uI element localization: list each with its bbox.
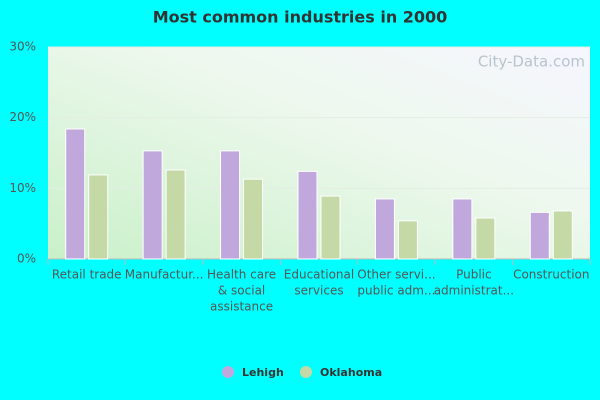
x-tick-label: public adm...	[357, 284, 435, 298]
legend-marker	[300, 366, 312, 378]
bar	[243, 178, 264, 260]
bar	[65, 128, 86, 260]
x-tick-label: administrat...	[434, 284, 514, 298]
y-tick-label: 0%	[17, 252, 36, 266]
bar	[452, 198, 473, 260]
x-tick-label: Retail trade	[52, 268, 122, 282]
x-tick-label: Health care	[207, 268, 276, 282]
bar	[297, 170, 318, 260]
x-tick-label: & social	[218, 284, 265, 298]
x-tick-label: Educational	[284, 268, 354, 282]
bar	[320, 195, 341, 260]
x-tick-label: Public	[456, 268, 492, 282]
bar	[165, 169, 186, 260]
y-tick-label: 10%	[9, 181, 36, 195]
legend-label: Lehigh	[242, 366, 284, 379]
x-tick-label: Construction	[513, 268, 589, 282]
bar	[220, 150, 241, 260]
bar	[88, 174, 109, 260]
y-tick-label: 30%	[9, 40, 36, 54]
bar	[397, 220, 418, 260]
bar	[552, 210, 573, 260]
chart-title: Most common industries in 2000	[153, 8, 448, 27]
bar	[529, 211, 550, 260]
bar	[374, 198, 395, 260]
bar	[475, 217, 496, 260]
legend-marker	[222, 366, 234, 378]
x-tick-label: assistance	[210, 300, 273, 314]
x-tick-label: Manufactur...	[125, 268, 204, 282]
watermark: City-Data.com	[478, 53, 585, 71]
legend-label: Oklahoma	[320, 366, 382, 379]
y-tick-label: 20%	[9, 110, 36, 124]
plot-area	[48, 47, 590, 259]
x-tick-label: services	[294, 284, 343, 298]
bar	[142, 150, 163, 260]
x-tick-label: Other servi...	[357, 268, 435, 282]
